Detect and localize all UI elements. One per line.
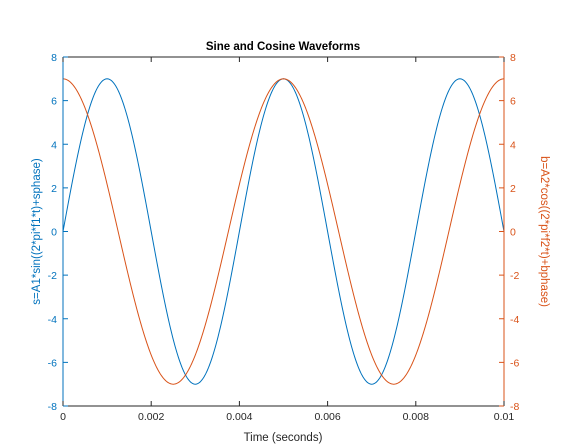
y-right-tick-label: -6 xyxy=(510,357,519,369)
cosine-series-line xyxy=(62,78,505,385)
y-left-tick-label: -4 xyxy=(48,314,57,326)
x-tick-label: 0.008 xyxy=(403,411,429,423)
y-left-tick-label: 6 xyxy=(51,96,57,108)
y-left-tick-label: 0 xyxy=(51,227,57,239)
y-right-tick-label: 4 xyxy=(510,139,516,151)
y-axis-left-title: s=A1*sin((2*pi*f1*t)+sphase) xyxy=(31,158,43,305)
y-right-tick-label: 6 xyxy=(510,96,516,108)
x-tick-label: 0 xyxy=(60,411,66,423)
y-right-tick-label: 2 xyxy=(510,183,516,195)
x-tick-label: 0.002 xyxy=(138,411,164,423)
y-right-tick-label: -2 xyxy=(510,270,519,282)
y-right-tick-label: -4 xyxy=(510,314,519,326)
y-axis-right-title: b=A2*cos((2*pi*f2*t)+bphase) xyxy=(538,156,550,307)
y-left-tick-label: -8 xyxy=(48,401,57,413)
chart-title: Sine and Cosine Waveforms xyxy=(206,41,360,53)
x-tick-label: 0.01 xyxy=(494,411,515,423)
y-left-tick-label: 4 xyxy=(51,139,57,151)
y-left-tick-label: 8 xyxy=(51,52,57,64)
sine-series-line xyxy=(62,78,505,385)
y-left-tick-label: -6 xyxy=(48,357,57,369)
y-right-tick-label: 8 xyxy=(510,52,516,64)
y-left-tick-label: -2 xyxy=(48,270,57,282)
x-tick-label: 0.006 xyxy=(314,411,340,423)
x-tick-label: 0.004 xyxy=(226,411,252,423)
y-right-tick-label: -8 xyxy=(510,401,519,413)
axis-ticks: 0 0.002 0.004 0.006 0.008 0.01-8-6-4-202468-8… xyxy=(48,52,520,423)
plot-area xyxy=(62,78,505,385)
y-right-tick-label: 0 xyxy=(510,227,516,239)
y-left-tick-label: 2 xyxy=(51,183,57,195)
x-axis-title: Time (seconds) xyxy=(244,432,323,444)
